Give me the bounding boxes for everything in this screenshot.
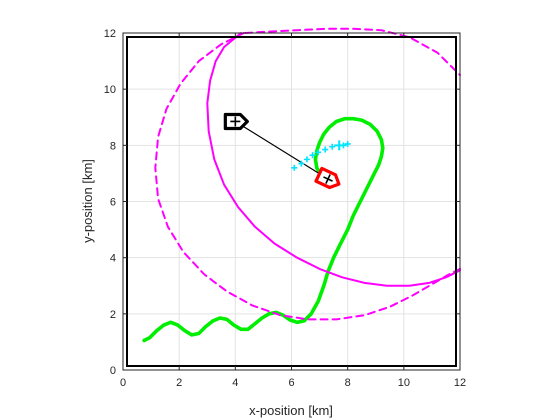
prediction-point xyxy=(329,143,336,150)
prediction-point xyxy=(303,156,310,163)
marker-layer xyxy=(223,112,345,190)
series-layer xyxy=(142,27,461,343)
x-tick-label: 12 xyxy=(454,377,466,389)
prediction-point xyxy=(344,140,351,147)
x-tick-label: 2 xyxy=(176,377,182,389)
x-tick-label: 8 xyxy=(345,377,351,389)
y-tick-label: 4 xyxy=(110,253,116,265)
y-tick-label: 8 xyxy=(110,140,116,152)
prediction-point xyxy=(315,149,322,156)
solid-circle-line xyxy=(206,32,461,287)
vessel-path-line xyxy=(142,116,385,343)
y-tick-label: 12 xyxy=(104,28,116,40)
prediction-point xyxy=(322,146,329,153)
x-axis-label: x-position [km] xyxy=(249,403,333,418)
tick-layer: 0 2 4 6 8 10 12 0 2 4 6 8 10 12 xyxy=(104,28,466,389)
y-tick-label: 0 xyxy=(110,365,116,377)
target-link-line xyxy=(234,120,329,180)
own-ship-marker xyxy=(314,166,341,190)
target-ship-marker xyxy=(223,112,249,131)
x-tick-label: 4 xyxy=(232,377,238,389)
ship-center-cross xyxy=(323,174,333,184)
y-axis-label: y-position [km] xyxy=(80,159,95,243)
y-tick-label: 10 xyxy=(104,84,116,96)
y-tick-label: 6 xyxy=(110,197,116,209)
dashed-circle-line xyxy=(154,32,461,321)
prediction-center-marker xyxy=(334,140,345,151)
y-tick-label: 2 xyxy=(110,309,116,321)
prediction-point xyxy=(309,152,316,159)
prediction-point xyxy=(298,160,305,167)
x-tick-label: 0 xyxy=(120,377,126,389)
x-tick-label: 6 xyxy=(288,377,294,389)
prediction-point xyxy=(291,164,298,171)
dashed-circle-line xyxy=(244,27,461,77)
x-tick-label: 10 xyxy=(398,377,410,389)
ship-center-cross xyxy=(230,116,241,127)
